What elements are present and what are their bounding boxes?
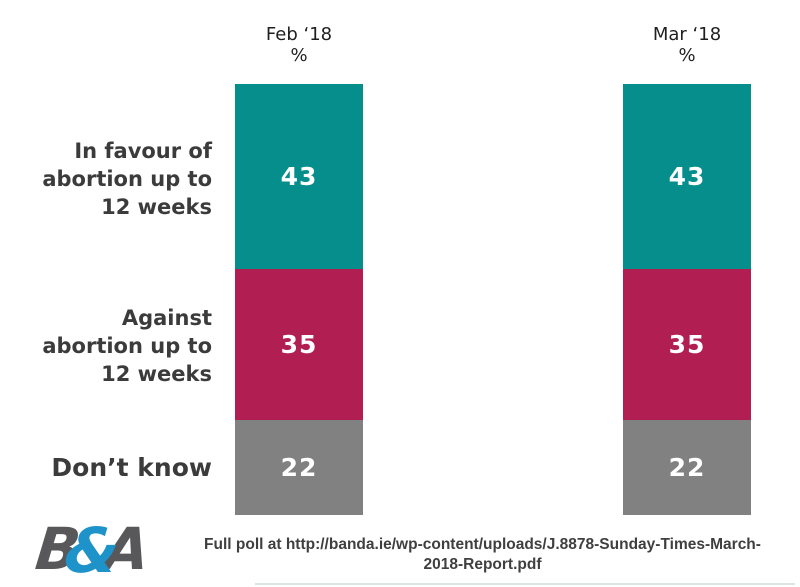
bar-segment-in-favour-feb: 43 [235, 84, 363, 269]
bar-segment-dont-know-feb: 22 [235, 420, 363, 515]
row-label-line: Against [121, 306, 212, 330]
row-label-line: 12 weeks [101, 362, 212, 386]
row-label-in-favour: In favour of abortion up to 12 weeks [0, 137, 212, 221]
footer-source-line1: Full poll at http://banda.ie/wp-content/… [204, 536, 761, 553]
row-label-line: Don’t know [51, 453, 212, 482]
footer-source-text: Full poll at http://banda.ie/wp-content/… [165, 535, 800, 575]
bar-value: 43 [668, 162, 706, 191]
row-label-line: abortion up to [42, 167, 212, 191]
column-header-mar-label: Mar ‘18 [652, 24, 722, 45]
row-label-line: abortion up to [42, 334, 212, 358]
ba-logo: B & A [32, 514, 153, 587]
row-label-line: 12 weeks [101, 195, 212, 219]
bar-segment-dont-know-mar: 22 [623, 420, 751, 515]
bar-segment-in-favour-mar: 43 [623, 84, 751, 269]
bar-segment-against-feb: 35 [235, 269, 363, 420]
bar-value: 35 [280, 330, 318, 359]
bar-value: 35 [668, 330, 706, 359]
bottom-rule [255, 583, 795, 585]
stacked-bar-feb: 43 35 22 [235, 84, 363, 515]
row-label-line: In favour of [74, 139, 212, 163]
logo-ampersand-icon: & [61, 514, 123, 587]
bar-segment-against-mar: 35 [623, 269, 751, 420]
percent-sign-mar: % [678, 45, 696, 66]
stacked-bar-mar: 43 35 22 [623, 84, 751, 515]
column-header-feb-label: Feb ‘18 [265, 24, 333, 45]
bar-value: 22 [668, 453, 706, 482]
row-label-dont-know: Don’t know [0, 452, 212, 484]
column-header-mar: Mar ‘18 % [623, 24, 751, 66]
percent-sign-feb: % [290, 45, 308, 66]
column-header-feb: Feb ‘18 % [235, 24, 363, 66]
bar-value: 22 [280, 453, 318, 482]
footer-source-line2: 2018-Report.pdf [423, 556, 542, 573]
bar-value: 43 [280, 162, 318, 191]
row-label-against: Against abortion up to 12 weeks [0, 304, 212, 388]
